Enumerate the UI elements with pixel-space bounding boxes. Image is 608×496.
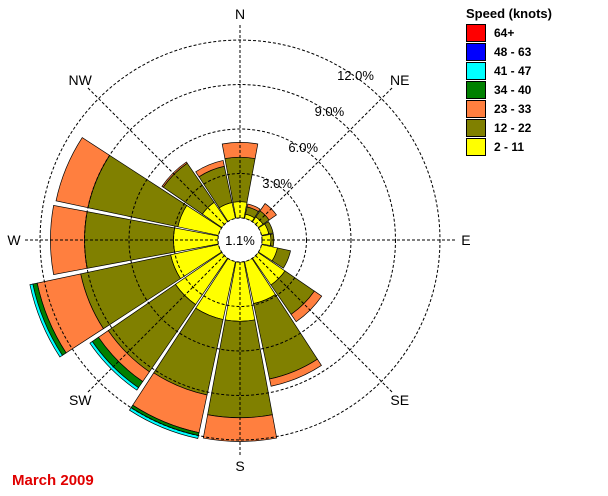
legend-label: 2 - 11: [494, 140, 525, 154]
direction-label-ne: NE: [390, 72, 409, 88]
petal-segment-wsw-4147: [29, 283, 63, 358]
petal-segment-sse-2333: [269, 358, 322, 387]
legend-swatch: [466, 43, 486, 61]
legend-item: 48 - 63: [466, 43, 606, 61]
petal-segment-sw-4147: [89, 341, 139, 391]
legend-title: Speed (knots): [466, 6, 552, 21]
ring-labels: 3.0% 6.0% 9.0% 12.0%: [262, 68, 374, 191]
direction-labels: N NE E SE S SW W NW: [7, 6, 470, 474]
legend-swatch: [466, 138, 486, 156]
ring-label-12: 12.0%: [337, 68, 374, 83]
petal-segment-nnw-2333: [195, 160, 225, 178]
legend-item: 23 - 33: [466, 100, 606, 118]
legend-item: 64+: [466, 24, 606, 42]
wind-rose-grid: [24, 24, 456, 456]
legend-swatch: [466, 81, 486, 99]
legend-swatch: [466, 100, 486, 118]
direction-label-w: W: [7, 232, 21, 248]
spoke-se: [255, 255, 394, 394]
legend-swatch: [466, 62, 486, 80]
direction-label-n: N: [235, 6, 245, 22]
ring-label-3: 3.0%: [262, 176, 292, 191]
legend-label: 41 - 47: [494, 64, 532, 78]
legend-item: 41 - 47: [466, 62, 606, 80]
grid-ring-6: [128, 128, 352, 352]
speed-legend: Speed (knots) 64+ 48 - 63 41 - 47 34 - 40 23…: [466, 6, 606, 157]
direction-label-e: E: [461, 232, 470, 248]
petal-segment-ese-1222: [271, 247, 291, 269]
legend-item: 12 - 22: [466, 119, 606, 137]
legend-rows: 64+ 48 - 63 41 - 47 34 - 40 23 - 33 12 - 22 2 …: [466, 24, 606, 156]
petal-segment-nw-2333: [161, 161, 188, 188]
legend-item: 34 - 40: [466, 81, 606, 99]
legend-label: 12 - 22: [494, 121, 532, 135]
grid-ring-9: [84, 84, 396, 396]
direction-label-s: S: [235, 458, 244, 474]
legend-label: 48 - 63: [494, 45, 532, 59]
legend-label: 64+: [494, 26, 515, 40]
direction-label-sw: SW: [69, 392, 92, 408]
ring-label-9: 9.0%: [315, 104, 345, 119]
petal-segment-ene-1222: [264, 221, 274, 235]
calm-percentage-label: 1.1%: [225, 233, 255, 248]
spoke-sw: [86, 255, 225, 394]
grid-ring-3: [173, 173, 307, 307]
legend-swatch: [466, 119, 486, 137]
legend-swatch: [466, 24, 486, 42]
chart-caption: March 2009: [12, 472, 94, 489]
legend-label: 34 - 40: [494, 83, 532, 97]
spoke-ne: [255, 86, 394, 225]
petal-segment-nne-2333: [246, 203, 261, 213]
direction-label-nw: NW: [69, 72, 93, 88]
legend-item: 2 - 11: [466, 138, 606, 156]
direction-label-se: SE: [390, 392, 409, 408]
spoke-nw: [86, 86, 225, 225]
legend-label: 23 - 33: [494, 102, 532, 116]
ring-label-6: 6.0%: [288, 140, 318, 155]
